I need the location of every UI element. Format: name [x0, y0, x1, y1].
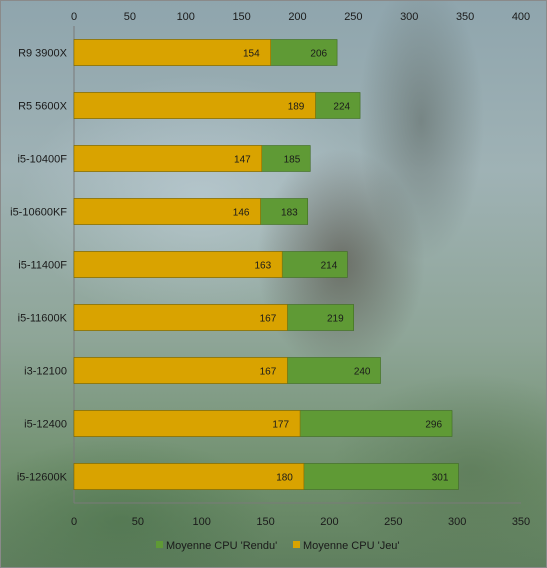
- data-label-rendu: 240: [354, 367, 371, 378]
- data-label-jeu: 163: [254, 261, 271, 272]
- x-bottom-tick-label: 300: [448, 516, 466, 528]
- data-label-jeu: 177: [272, 420, 289, 431]
- x-top-tick-label: 0: [71, 11, 77, 23]
- bar-jeu: [73, 410, 301, 437]
- bar-jeu: [73, 304, 288, 331]
- data-label-jeu: 147: [234, 155, 251, 166]
- data-label-jeu: 146: [233, 208, 250, 219]
- category-label: R9 3900X: [18, 48, 68, 60]
- data-label-rendu: 301: [432, 473, 449, 484]
- x-bottom-tick-label: 150: [256, 516, 274, 528]
- bar-jeu: [73, 145, 263, 172]
- data-label-jeu: 167: [260, 314, 277, 325]
- category-label: i5-11600K: [18, 313, 68, 325]
- category-label: i5-10600KF: [10, 207, 67, 219]
- category-label: i5-11400F: [18, 260, 67, 272]
- data-label-rendu: 296: [425, 420, 442, 431]
- category-label: i5-12600K: [17, 472, 68, 484]
- x-top-tick-label: 50: [124, 11, 136, 23]
- data-label-jeu: 167: [260, 367, 277, 378]
- x-top-tick-label: 250: [344, 11, 362, 23]
- x-bottom-tick-label: 350: [512, 516, 530, 528]
- data-label-rendu: 219: [327, 314, 344, 325]
- data-label-rendu: 214: [321, 261, 338, 272]
- x-top-tick-label: 400: [512, 11, 530, 23]
- legend-swatch-jeu: [293, 541, 300, 548]
- category-label: i5-10400F: [17, 154, 67, 166]
- legend-swatch-rendu: [156, 541, 163, 548]
- x-bottom-tick-label: 250: [384, 516, 402, 528]
- x-bottom-tick-label: 100: [193, 516, 211, 528]
- legend-label-jeu: Moyenne CPU 'Jeu': [303, 540, 400, 552]
- x-bottom-tick-label: 200: [320, 516, 338, 528]
- data-label-rendu: 206: [310, 49, 327, 60]
- x-top-tick-label: 300: [400, 11, 418, 23]
- data-label-jeu: 180: [276, 473, 293, 484]
- bar-jeu: [73, 251, 283, 278]
- data-label-jeu: 154: [243, 49, 260, 60]
- x-top-tick-label: 100: [177, 11, 195, 23]
- category-label: i5-12400: [24, 419, 67, 431]
- data-label-rendu: 185: [284, 155, 301, 166]
- x-bottom-tick-label: 50: [132, 516, 144, 528]
- legend-label-rendu: Moyenne CPU 'Rendu': [166, 540, 277, 552]
- x-top-tick-label: 200: [288, 11, 306, 23]
- x-bottom-tick-label: 0: [71, 516, 77, 528]
- bar-jeu: [73, 357, 288, 384]
- bar-jeu: [73, 198, 261, 225]
- x-top-tick-label: 350: [456, 11, 474, 23]
- data-label-rendu: 183: [281, 208, 298, 219]
- bar-jeu: [73, 463, 305, 490]
- category-label: i3-12100: [24, 366, 67, 378]
- data-label-rendu: 224: [333, 102, 350, 113]
- bar-jeu: [73, 92, 316, 119]
- bar-jeu: [73, 39, 271, 66]
- data-label-jeu: 189: [288, 102, 305, 113]
- category-label: R5 5600X: [18, 101, 68, 113]
- x-top-tick-label: 150: [232, 11, 250, 23]
